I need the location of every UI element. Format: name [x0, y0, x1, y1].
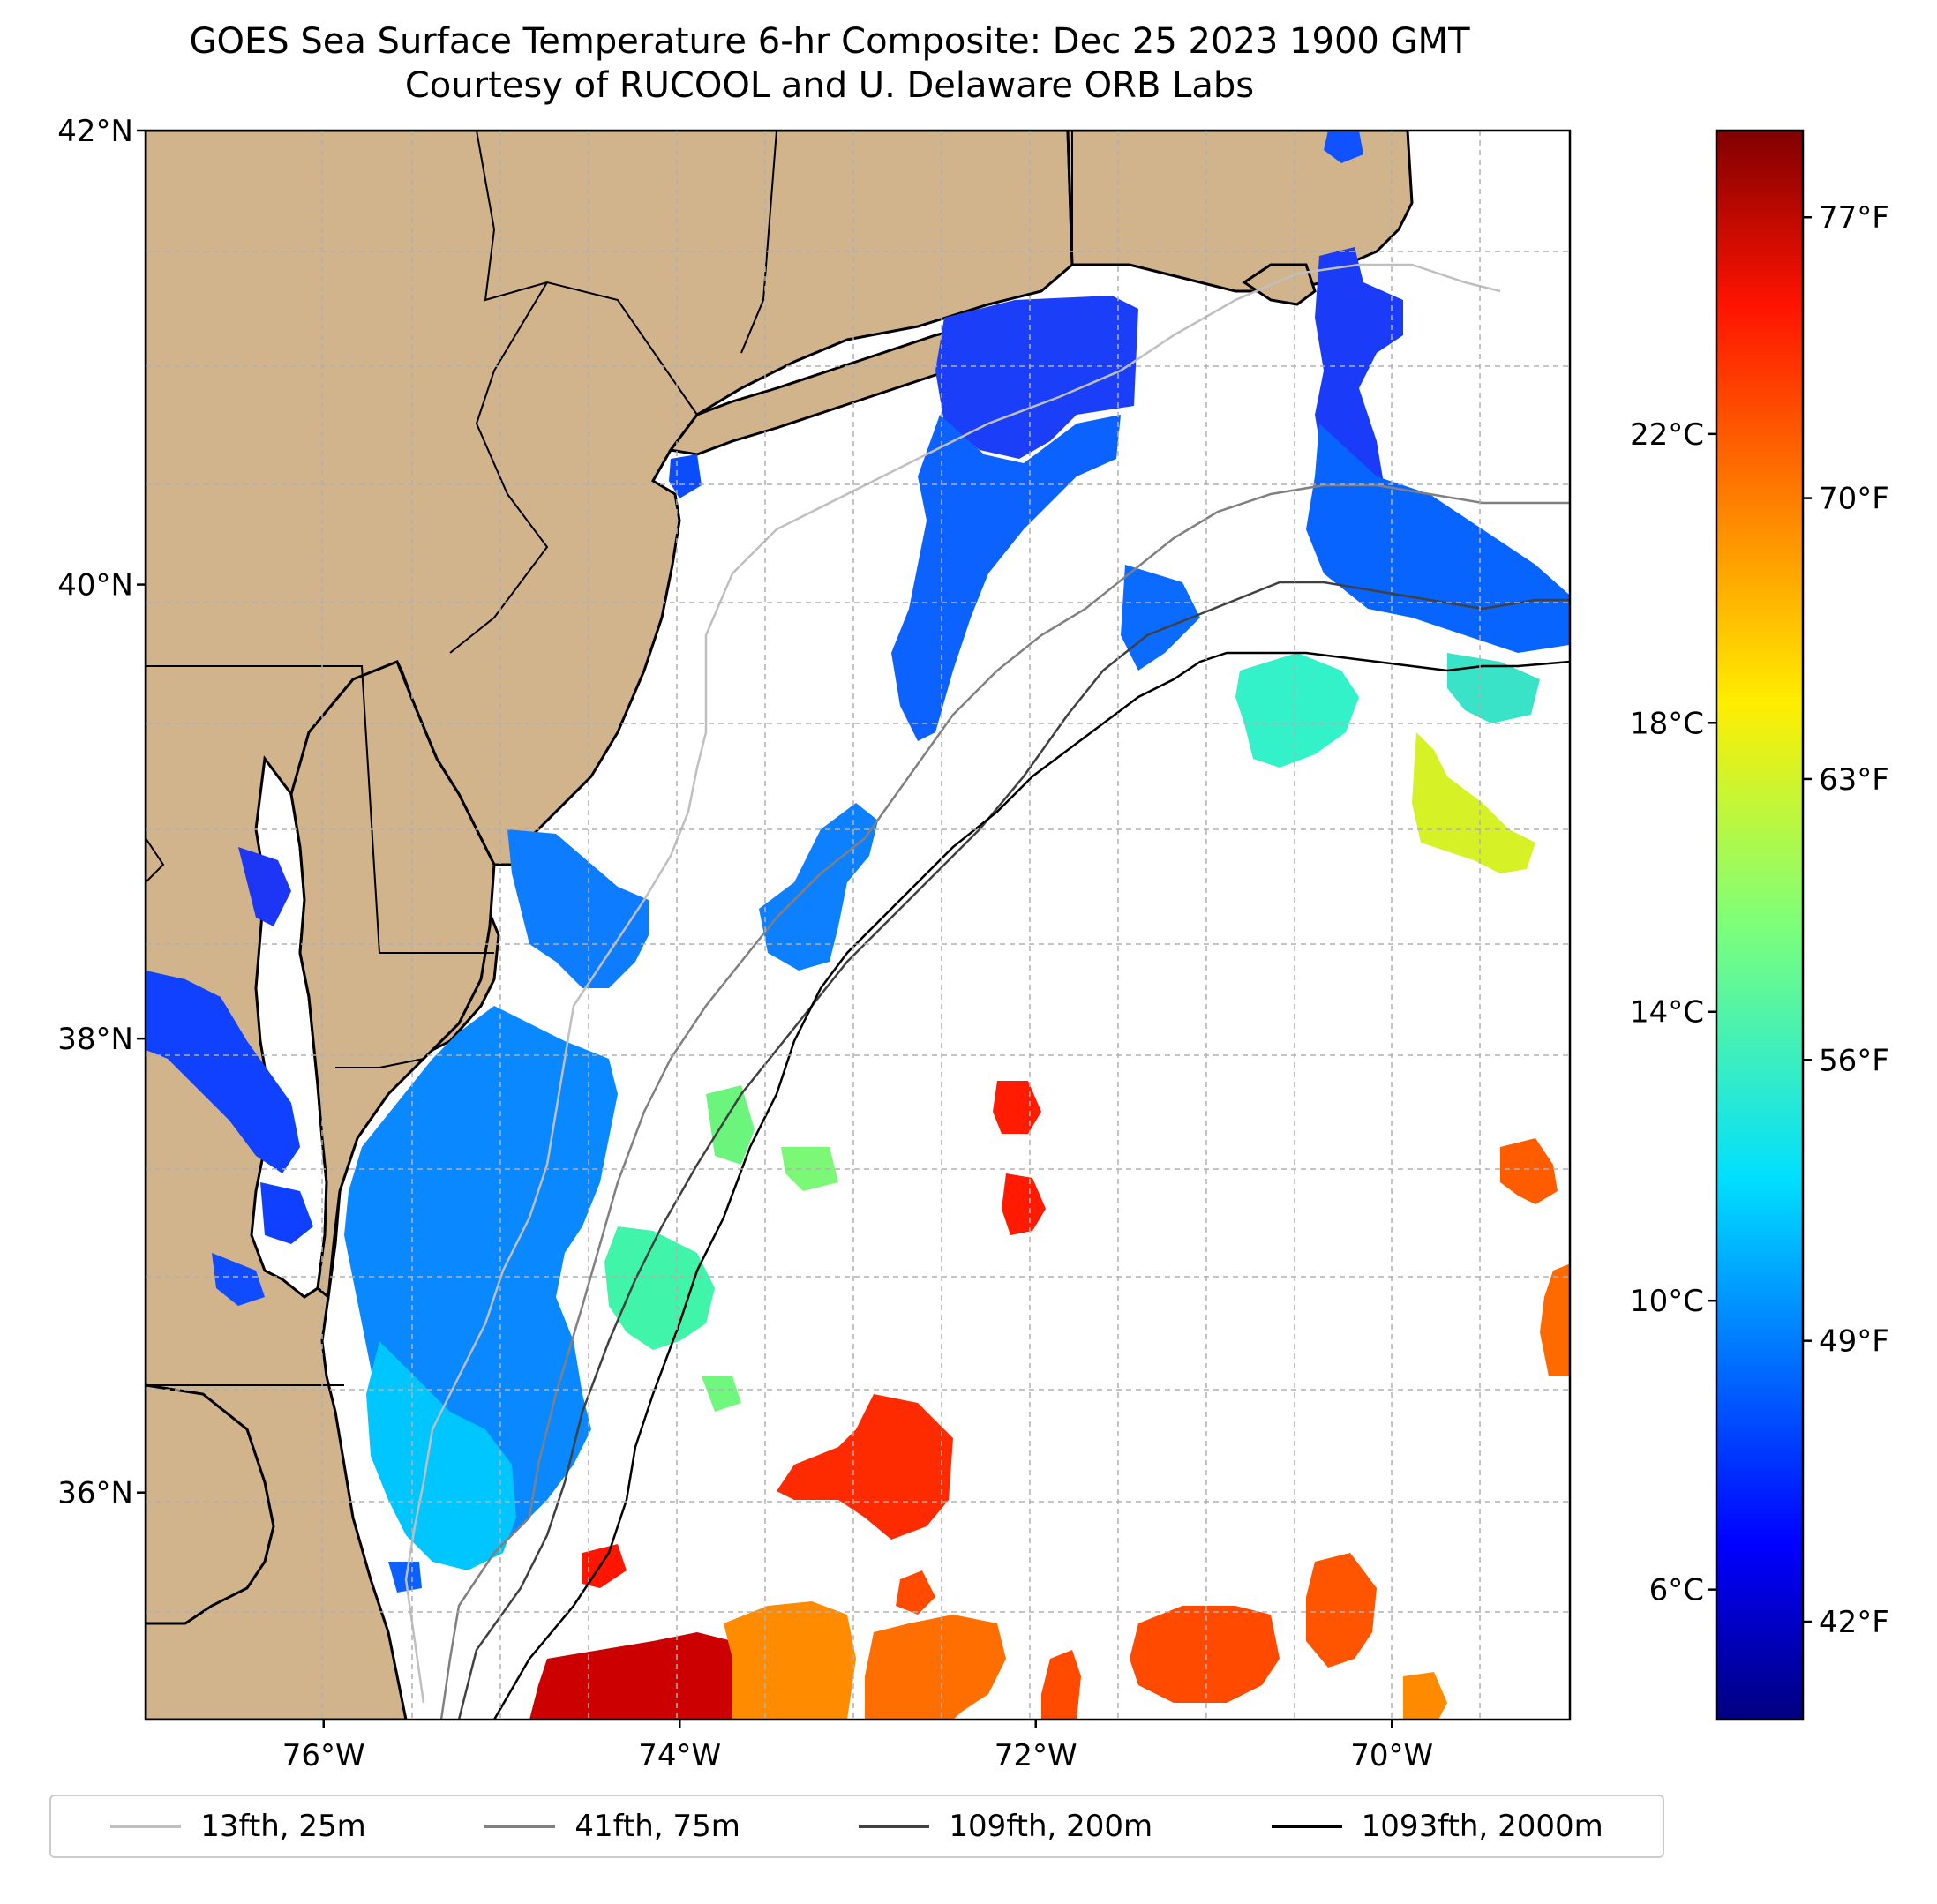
- fahrenheit-tick-label: 63°F: [1819, 762, 1889, 798]
- legend-label: 1093fth, 2000m: [1361, 1809, 1603, 1844]
- bathymetry-contours: [404, 263, 1570, 1720]
- legend-item: 109fth, 200m: [859, 1809, 1152, 1844]
- legend-label: 41fth, 75m: [574, 1809, 740, 1844]
- legend-line-swatch: [1271, 1825, 1342, 1828]
- contour-legend: 13fth, 25m 41fth, 75m 109fth, 200m 1093fth,…: [49, 1795, 1664, 1858]
- contour-2000m: [492, 651, 1570, 1720]
- celsius-tick-label: 22°C: [1630, 417, 1704, 453]
- lon-tick-label: 72°W: [995, 1738, 1077, 1773]
- lat-tick-label: 42°N: [57, 114, 133, 149]
- title-line-2: Courtesy of RUCOOL and U. Delaware ORB L…: [404, 65, 1255, 106]
- lat-tick-label: 40°N: [57, 568, 133, 603]
- fahrenheit-tick-label: 42°F: [1819, 1605, 1889, 1640]
- legend-line-swatch: [859, 1825, 930, 1828]
- lat-tick-label: 38°N: [57, 1022, 133, 1057]
- legend-line-swatch: [110, 1825, 182, 1828]
- contour-200m: [457, 581, 1570, 1720]
- lat-tick-label: 36°N: [57, 1476, 133, 1511]
- title-line-1: GOES Sea Surface Temperature 6-hr Compos…: [189, 21, 1470, 62]
- fahrenheit-tick-label: 77°F: [1819, 200, 1889, 236]
- contour-25m: [404, 263, 1501, 1704]
- map-axis-ticks: 42°N 40°N 38°N 36°N 76°W 74°W 72°W 70°W: [57, 114, 1433, 1773]
- colorbar: [1715, 129, 1805, 1721]
- map-content: [146, 131, 1570, 1720]
- celsius-tick-label: 14°C: [1630, 995, 1704, 1031]
- legend-item: 13fth, 25m: [110, 1809, 366, 1844]
- legend-item: 41fth, 75m: [484, 1809, 740, 1844]
- fahrenheit-tick-label: 56°F: [1819, 1043, 1889, 1078]
- celsius-tick-label: 6°C: [1649, 1573, 1704, 1608]
- chart-title: GOES Sea Surface Temperature 6-hr Compos…: [0, 19, 1659, 108]
- lon-tick-label: 76°W: [282, 1738, 365, 1773]
- sst-patches-warm: [529, 653, 1570, 1720]
- colorbar-ticks: 22°C 18°C 14°C 10°C 6°C 77°F 70°F 63°F 56°F 49°F 4…: [1630, 200, 1889, 1640]
- celsius-tick-label: 18°C: [1630, 706, 1704, 741]
- lon-tick-label: 74°W: [638, 1738, 721, 1773]
- contour-75m: [439, 483, 1570, 1720]
- legend-item: 1093fth, 2000m: [1271, 1809, 1603, 1844]
- land-delmarva: [289, 660, 496, 1300]
- legend-label: 13fth, 25m: [200, 1809, 366, 1844]
- legend-label: 109fth, 200m: [949, 1809, 1153, 1844]
- map-frame: [144, 129, 1572, 1721]
- gridlines: [146, 131, 1570, 1720]
- legend-line-swatch: [484, 1825, 556, 1828]
- fahrenheit-tick-label: 49°F: [1819, 1324, 1889, 1360]
- lon-tick-label: 70°W: [1350, 1738, 1433, 1773]
- land-cape-hatteras: [146, 1383, 275, 1625]
- fahrenheit-tick-label: 70°F: [1819, 482, 1889, 517]
- state-borders: [146, 131, 1073, 1386]
- celsius-tick-label: 10°C: [1630, 1284, 1704, 1319]
